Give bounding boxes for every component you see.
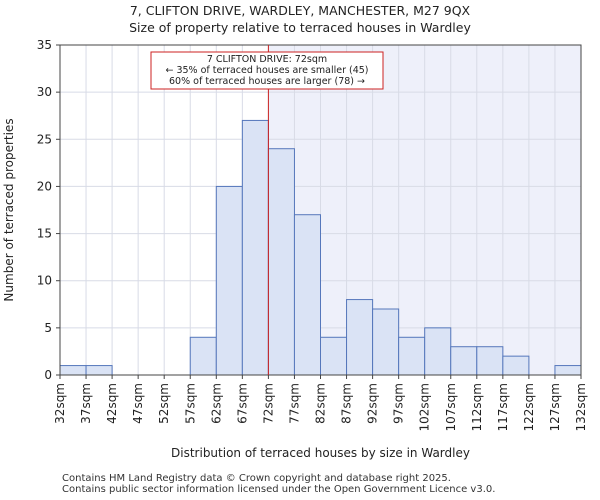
x-tick-label: 57sqm [183, 383, 197, 424]
x-tick-label: 117sqm [496, 383, 510, 431]
annotation-box [150, 51, 384, 90]
histogram-bar [450, 346, 478, 376]
footer-licence: Contains public sector information licen… [62, 484, 496, 495]
histogram-bar [215, 185, 243, 376]
x-tick-label: 52sqm [157, 383, 171, 424]
footer-copyright: Contains HM Land Registry data © Crown c… [62, 473, 451, 484]
annotation-line2: ← 35% of terraced houses are smaller (45… [165, 65, 368, 76]
x-tick-label: 67sqm [235, 383, 249, 424]
chart-subtitle: Size of property relative to terraced ho… [129, 20, 471, 35]
x-tick-label: 77sqm [287, 383, 301, 424]
y-tick-label: 15 [37, 227, 52, 241]
y-tick-label: 0 [44, 368, 52, 382]
histogram-bar [424, 327, 452, 376]
x-tick-label: 97sqm [392, 383, 406, 424]
y-tick-label: 35 [37, 38, 52, 52]
y-tick-label: 25 [37, 132, 52, 146]
histogram-bar [85, 365, 113, 376]
histogram-bar [502, 355, 530, 376]
y-tick-label: 20 [37, 179, 52, 193]
histogram-bar [189, 336, 217, 376]
y-tick-label: 30 [37, 85, 52, 99]
x-tick-label: 42sqm [105, 383, 119, 424]
histogram-bar [554, 365, 582, 376]
x-tick-label: 72sqm [261, 383, 275, 424]
y-tick-label: 10 [37, 274, 52, 288]
x-tick-label: 127sqm [548, 383, 562, 431]
x-tick-label: 87sqm [340, 383, 354, 424]
histogram-bar [59, 365, 87, 376]
x-tick-label: 62sqm [209, 383, 223, 424]
histogram-bar [241, 119, 269, 376]
histogram-bar [320, 336, 348, 376]
x-tick-label: 82sqm [314, 383, 328, 424]
x-axis-label: Distribution of terraced houses by size … [171, 446, 470, 460]
x-tick-label: 132sqm [574, 383, 588, 431]
histogram-bar [476, 346, 504, 376]
x-tick-label: 47sqm [131, 383, 145, 424]
y-tick-label: 5 [44, 321, 52, 335]
histogram-bar [267, 148, 295, 376]
x-tick-label: 32sqm [53, 383, 67, 424]
annotation-line1: 7 CLIFTON DRIVE: 72sqm [207, 54, 327, 65]
annotation-line3: 60% of terraced houses are larger (78) → [169, 76, 365, 87]
histogram-bar [398, 336, 426, 376]
x-tick-label: 107sqm [444, 383, 458, 431]
chart-title: 7, CLIFTON DRIVE, WARDLEY, MANCHESTER, M… [129, 3, 471, 18]
histogram-chart: 0 5 10 15 20 25 30 35 32sqm 37sqm 42sqm 47sqm 52sqm 5… [2, 38, 588, 460]
y-axis-label: Number of terraced properties [2, 118, 16, 301]
histogram-bar [293, 214, 322, 376]
x-tick-label: 102sqm [418, 383, 432, 431]
x-tick-label: 92sqm [366, 383, 380, 424]
x-tick-label: 122sqm [522, 383, 536, 431]
histogram-bar [346, 299, 374, 376]
x-tick-label: 37sqm [79, 383, 93, 424]
x-tick-label: 112sqm [470, 383, 484, 431]
histogram-bar [372, 308, 400, 376]
